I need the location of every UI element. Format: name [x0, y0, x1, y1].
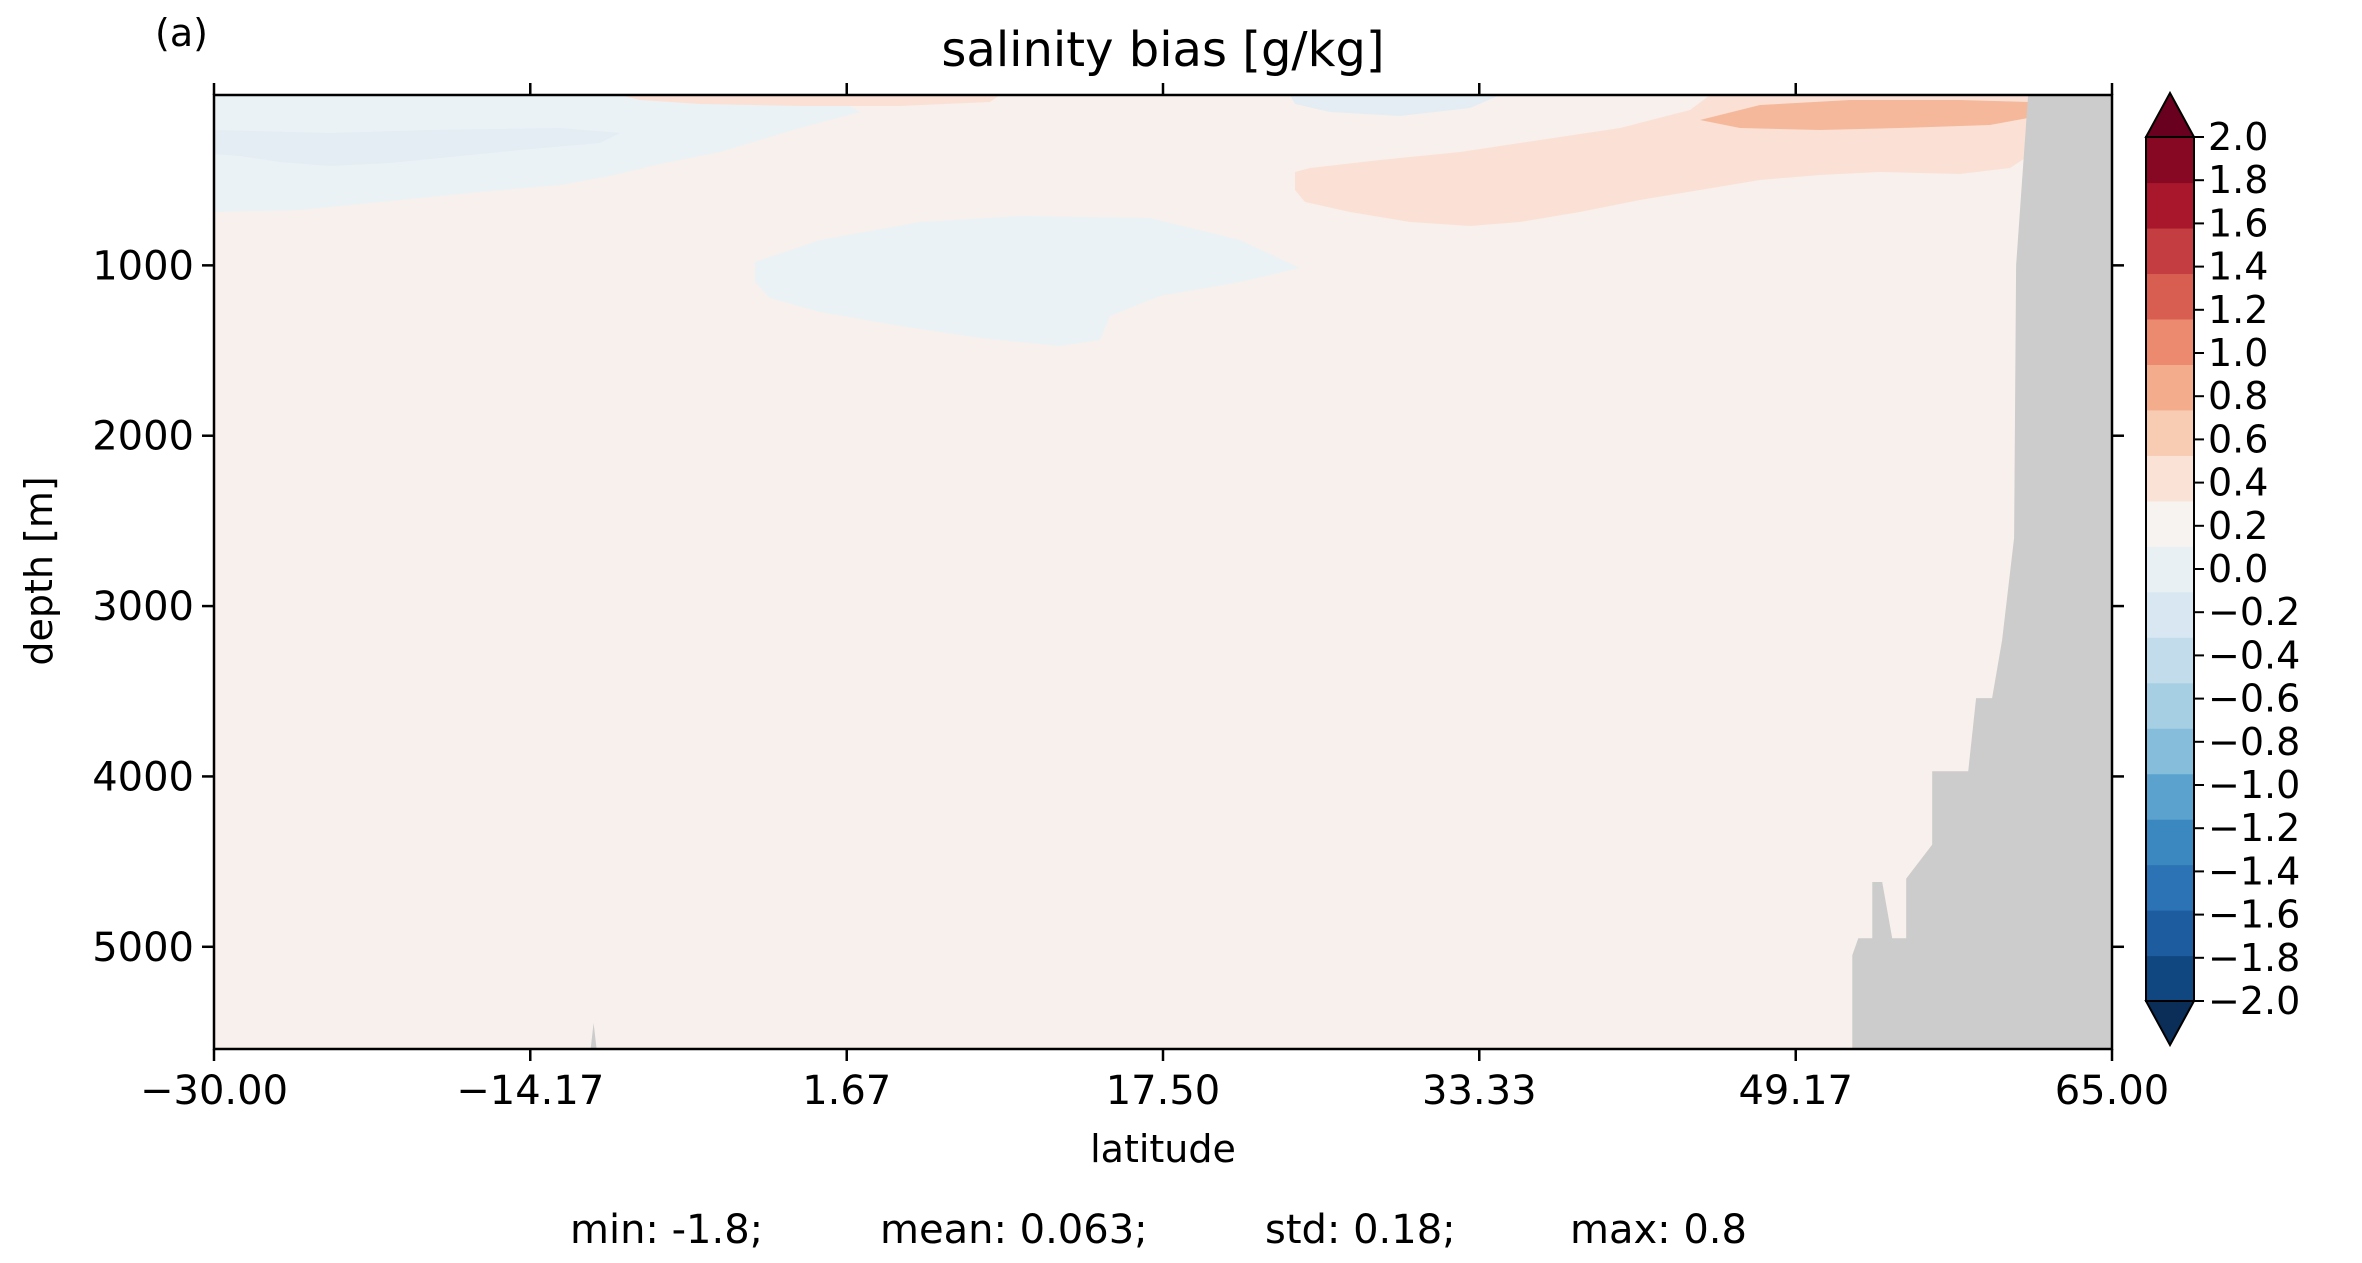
colorbar-tick-label: −1.2: [2208, 806, 2300, 850]
x-tick-label: 49.17: [1738, 1068, 1853, 1114]
colorbar-band: [2146, 773, 2194, 820]
y-axis-label: depth [m]: [17, 476, 61, 665]
x-tick-label: 1.67: [802, 1068, 891, 1114]
colorbar-band: [2146, 500, 2194, 547]
colorbar-band: [2146, 273, 2194, 320]
colorbar-tick-label: 1.8: [2208, 158, 2268, 202]
colorbar-tick-label: −1.8: [2208, 936, 2300, 980]
x-axis-label: latitude: [1090, 1127, 1236, 1171]
colorbar-tick-label: −2.0: [2208, 979, 2300, 1023]
x-tick-label: 17.50: [1106, 1068, 1221, 1114]
colorbar-band: [2146, 137, 2194, 184]
colorbar-tick-label: −0.8: [2208, 720, 2300, 764]
colorbar-tick-label: 0.8: [2208, 374, 2268, 418]
colorbar-band: [2146, 364, 2194, 411]
colorbar-band: [2146, 682, 2194, 729]
colorbar-band: [2146, 864, 2194, 911]
contour-region-fresh-top-mid: [1290, 95, 1500, 116]
colorbar-tick-label: −0.6: [2208, 677, 2300, 721]
y-tick-label: 3000: [92, 584, 194, 630]
y-tick-label: 2000: [92, 414, 194, 460]
colorbar-band: [2146, 637, 2194, 684]
stat-max: max: 0.8: [1570, 1207, 1747, 1253]
colorbar-tick-label: −1.4: [2208, 849, 2300, 893]
contour-region-fresh-upper-south: [214, 95, 860, 212]
colorbar-band: [2146, 955, 2194, 1002]
contour-region-fresh-intermediate: [755, 216, 1300, 346]
colorbar-band: [2146, 819, 2194, 866]
colorbar-tick-label: 2.0: [2208, 115, 2268, 159]
stats-line: min: -1.8; mean: 0.063; std: 0.18; max: …: [570, 1207, 1747, 1253]
colorbar-extend-min: [2144, 1000, 2196, 1048]
stat-std: std: 0.18;: [1265, 1207, 1456, 1253]
colorbar-tick-label: −0.4: [2208, 633, 2300, 677]
land-mask: [590, 95, 2112, 1049]
stat-min: min: -1.8;: [570, 1207, 763, 1253]
chart-title: salinity bias [g/kg]: [941, 22, 1384, 78]
y-axis: 1000 2000 3000 4000 5000: [92, 243, 2124, 971]
colorbar-band: [2146, 409, 2194, 456]
colorbar-tick-label: 1.2: [2208, 288, 2268, 332]
plot-area: [214, 95, 2112, 1049]
x-tick-label: 33.33: [1422, 1068, 1537, 1114]
colorbar-tick-label: 1.4: [2208, 245, 2268, 289]
y-tick-label: 1000: [92, 243, 194, 289]
x-tick-label: −14.17: [456, 1068, 604, 1114]
colorbar-tick-label: 0.0: [2208, 547, 2268, 591]
y-tick-label: 5000: [92, 925, 194, 971]
colorbar-tick-label: 0.4: [2208, 461, 2268, 505]
x-tick-label: 65.00: [2055, 1068, 2170, 1114]
contour-region-salty-core: [1700, 100, 2030, 130]
colorbar-band: [2146, 318, 2194, 365]
colorbar-band: [2146, 182, 2194, 229]
colorbar-tick-label: 1.6: [2208, 201, 2268, 245]
x-tick-label: −30.00: [140, 1068, 288, 1114]
colorbar-tick-label: −1.0: [2208, 763, 2300, 807]
colorbar-band: [2146, 546, 2194, 593]
colorbar-band: [2146, 910, 2194, 957]
colorbar: −2.0−1.8−1.6−1.4−1.2−1.0−0.8−0.6−0.4−0.2…: [2144, 90, 2300, 1048]
colorbar-band: [2146, 728, 2194, 775]
colorbar-tick-label: −0.2: [2208, 590, 2300, 634]
colorbar-tick-label: 1.0: [2208, 331, 2268, 375]
colorbar-extend-max: [2144, 90, 2196, 138]
colorbar-tick-label: 0.6: [2208, 417, 2268, 461]
colorbar-tick-label: 0.2: [2208, 504, 2268, 548]
y-tick-label: 4000: [92, 754, 194, 800]
x-axis: −30.00 −14.17 1.67 17.50 33.33 49.17 65.00: [140, 83, 2169, 1114]
colorbar-band: [2146, 227, 2194, 275]
colorbar-band: [2146, 591, 2194, 638]
stat-mean: mean: 0.063;: [880, 1207, 1148, 1253]
contour-region-salty-top-mid: [620, 95, 1000, 106]
panel-label: (a): [155, 11, 208, 55]
colorbar-tick-label: −1.6: [2208, 893, 2300, 937]
contour-region-fresh-lobe: [214, 128, 620, 166]
colorbar-band: [2146, 455, 2194, 502]
